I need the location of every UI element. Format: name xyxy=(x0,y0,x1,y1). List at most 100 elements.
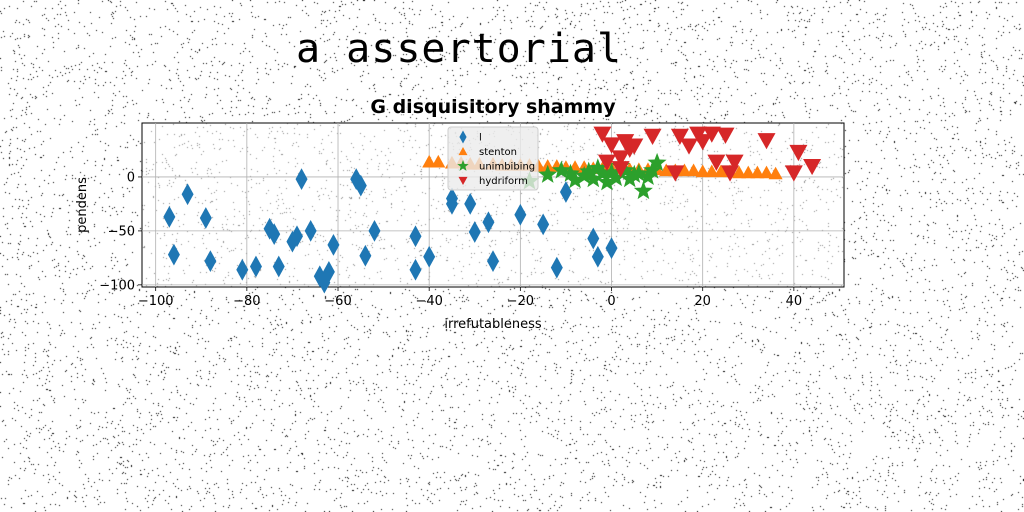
data-point xyxy=(803,158,822,176)
data-point xyxy=(659,163,674,177)
data-point xyxy=(322,261,335,283)
data-point xyxy=(593,126,612,143)
data-point xyxy=(290,225,303,248)
data-point xyxy=(559,181,572,203)
data-point xyxy=(587,227,600,250)
data-point xyxy=(670,128,689,145)
x-tick-label: −20 xyxy=(507,294,534,309)
data-point xyxy=(716,127,735,144)
data-point xyxy=(327,234,340,256)
data-point xyxy=(784,165,803,182)
data-point xyxy=(647,152,667,171)
data-point xyxy=(409,225,422,248)
data-point xyxy=(629,163,649,182)
data-point xyxy=(579,161,599,180)
data-point xyxy=(354,174,367,197)
data-point xyxy=(707,154,726,171)
x-tick-label: −80 xyxy=(233,294,260,309)
x-axis-label: irrefutableness xyxy=(444,317,542,332)
series-3 xyxy=(593,126,822,182)
data-point xyxy=(615,160,635,179)
data-point xyxy=(359,244,372,267)
y-tick-label: −50 xyxy=(108,224,135,239)
x-tick-label: 0 xyxy=(607,294,615,309)
data-point xyxy=(725,154,744,171)
data-point xyxy=(468,221,481,243)
legend-frame xyxy=(447,126,539,191)
legend-marker xyxy=(457,160,469,171)
data-point xyxy=(423,245,436,268)
data-point xyxy=(759,165,774,179)
data-point xyxy=(163,205,176,228)
data-point xyxy=(295,168,308,190)
y-axis-label: pendens xyxy=(75,177,90,233)
data-point xyxy=(741,165,756,179)
data-point xyxy=(537,213,550,236)
data-point xyxy=(606,168,626,187)
chart-title: G disquisitory shammy xyxy=(370,96,616,118)
data-point xyxy=(550,256,563,279)
chart-legend: l stenton unimbibing hydriform xyxy=(447,126,539,191)
data-point xyxy=(768,166,783,180)
data-point xyxy=(702,126,721,143)
data-point xyxy=(538,164,558,183)
data-point xyxy=(633,181,653,200)
legend-marker xyxy=(458,176,468,185)
data-marks xyxy=(163,126,822,294)
data-point xyxy=(268,223,281,246)
page-heading: a assertorial xyxy=(296,26,623,72)
data-point xyxy=(551,160,571,179)
data-point xyxy=(602,137,621,154)
data-point xyxy=(368,220,381,242)
data-point xyxy=(611,150,630,167)
data-point xyxy=(704,164,719,178)
data-point xyxy=(666,165,685,182)
data-point xyxy=(464,193,477,215)
x-tick-label: 40 xyxy=(786,294,803,309)
data-point xyxy=(514,203,527,226)
series-0 xyxy=(163,168,618,294)
data-point xyxy=(643,128,662,145)
data-point xyxy=(482,211,495,234)
axis-ticks: −100 −80 −60 −40 −20 0 20 40 −100 −50 0 xyxy=(99,170,802,309)
data-point xyxy=(732,165,747,179)
data-point xyxy=(693,134,712,151)
data-point xyxy=(789,144,808,162)
x-tick-label: −100 xyxy=(138,294,174,309)
x-tick-label: −40 xyxy=(415,294,442,309)
data-point xyxy=(713,164,728,178)
data-point xyxy=(167,243,180,266)
data-point xyxy=(592,163,612,182)
data-point xyxy=(422,154,437,168)
legend-label: unimbibing xyxy=(479,162,535,173)
legend-marker xyxy=(458,147,468,156)
data-point xyxy=(750,165,765,179)
data-point xyxy=(487,250,499,272)
x-tick-label: 20 xyxy=(694,294,711,309)
data-point xyxy=(199,207,212,229)
data-point xyxy=(583,169,603,188)
data-point xyxy=(304,220,317,242)
legend-label: l xyxy=(479,133,482,144)
data-point xyxy=(204,250,217,272)
data-point xyxy=(611,161,630,178)
data-point xyxy=(249,255,262,278)
data-point xyxy=(686,163,701,177)
data-point xyxy=(272,255,285,278)
data-point xyxy=(597,172,617,191)
data-point xyxy=(677,163,692,177)
data-point xyxy=(565,170,585,189)
data-point xyxy=(597,154,616,171)
data-point xyxy=(680,138,699,155)
data-point xyxy=(605,237,618,260)
legend-label: stenton xyxy=(479,147,517,158)
x-tick-label: −60 xyxy=(324,294,351,309)
data-point xyxy=(591,245,604,268)
data-point xyxy=(181,183,194,206)
y-tick-label: 0 xyxy=(127,170,135,185)
data-point xyxy=(236,258,249,281)
data-point xyxy=(431,154,446,168)
data-point xyxy=(695,164,710,178)
data-point xyxy=(409,258,422,281)
